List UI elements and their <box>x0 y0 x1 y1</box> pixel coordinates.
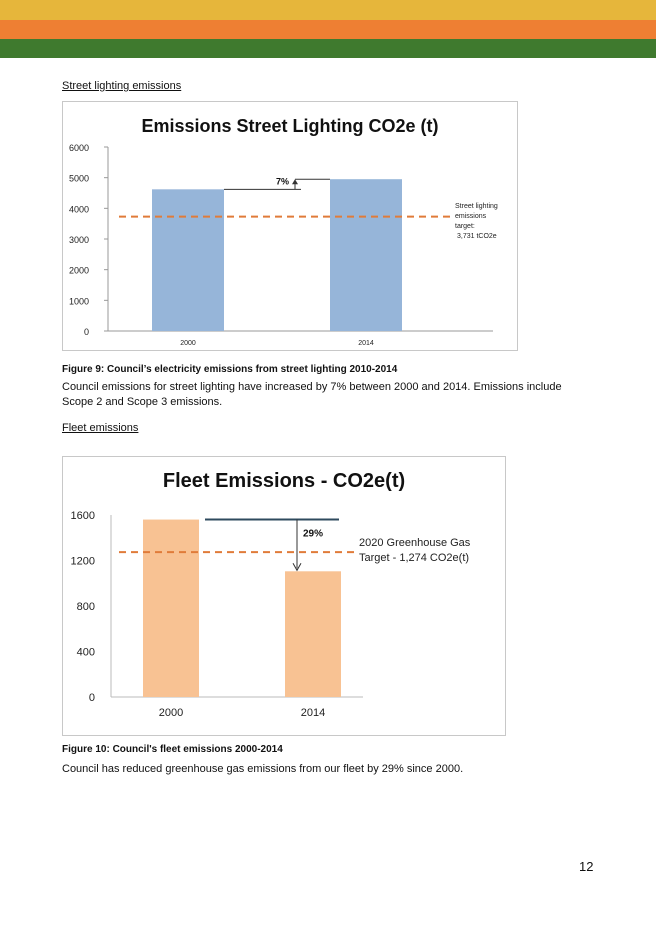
fleet-chart-svg: Fleet Emissions - CO2e(t) 0 400 800 1200 160… <box>71 470 471 719</box>
figure-10-caption: Figure 10: Council's fleet emissions 200… <box>62 744 283 755</box>
street-lighting-heading: Street lighting emissions <box>62 80 182 92</box>
target-label-line: Street lighting <box>455 203 498 210</box>
y-tick-label: 2000 <box>69 266 89 276</box>
target-label-line: Target - 1,274 CO2e(t) <box>359 552 469 564</box>
header-band-green <box>0 39 656 58</box>
y-tick-label: 1600 <box>71 510 95 522</box>
change-arrow-head <box>292 179 298 185</box>
header-band-yellow <box>0 0 656 20</box>
target-label-line: target: <box>455 223 475 230</box>
header-band-orange <box>0 20 656 39</box>
y-tick-label: 4000 <box>69 204 89 214</box>
bar-2000 <box>143 519 199 697</box>
change-arrow-head <box>292 563 302 572</box>
chart-title: Emissions Street Lighting CO2e (t) <box>141 116 438 136</box>
target-label-line: emissions <box>455 213 487 220</box>
y-tick-label: 6000 <box>69 143 89 153</box>
change-label: 7% <box>276 176 289 186</box>
bar-2000 <box>152 189 224 331</box>
y-tick-label: 1200 <box>71 556 95 568</box>
y-tick-label: 3000 <box>69 235 89 245</box>
fleet-heading: Fleet emissions <box>62 422 139 434</box>
bar-2014 <box>285 571 341 697</box>
target-label-line: 2020 Greenhouse Gas <box>359 537 471 549</box>
change-label: 29% <box>303 529 323 540</box>
x-tick-label: 2014 <box>301 707 325 719</box>
target-label-line: 3,731 tCO2e <box>457 233 497 240</box>
y-tick-label: 5000 <box>69 174 89 184</box>
chart-title: Fleet Emissions - CO2e(t) <box>163 470 405 492</box>
y-tick-label: 1000 <box>69 296 89 306</box>
figure-9-body-line-1: Council emissions for street lighting ha… <box>62 381 562 393</box>
bar-2014 <box>330 179 402 331</box>
street-lighting-chart-svg: Emissions Street Lighting CO2e (t) 0 1000… <box>69 116 498 347</box>
x-tick-label: 2000 <box>180 340 196 347</box>
figure-10-body: Council has reduced greenhouse gas emiss… <box>62 763 464 775</box>
x-tick-label: 2014 <box>358 340 374 347</box>
page-number: 12 <box>579 859 594 874</box>
street-lighting-chart: Emissions Street Lighting CO2e (t) 0 1000… <box>62 101 518 351</box>
y-tick-label: 0 <box>89 692 95 704</box>
y-tick-label: 0 <box>84 327 89 337</box>
y-tick-label: 800 <box>77 601 95 613</box>
fleet-chart: Fleet Emissions - CO2e(t) 0 400 800 1200 160… <box>62 456 506 736</box>
figure-9-caption: Figure 9: Council’s electricity emission… <box>62 364 398 375</box>
figure-9-body-line-2: Scope 2 and Scope 3 emissions. <box>62 396 223 408</box>
x-tick-label: 2000 <box>159 707 183 719</box>
y-tick-label: 400 <box>77 647 95 659</box>
